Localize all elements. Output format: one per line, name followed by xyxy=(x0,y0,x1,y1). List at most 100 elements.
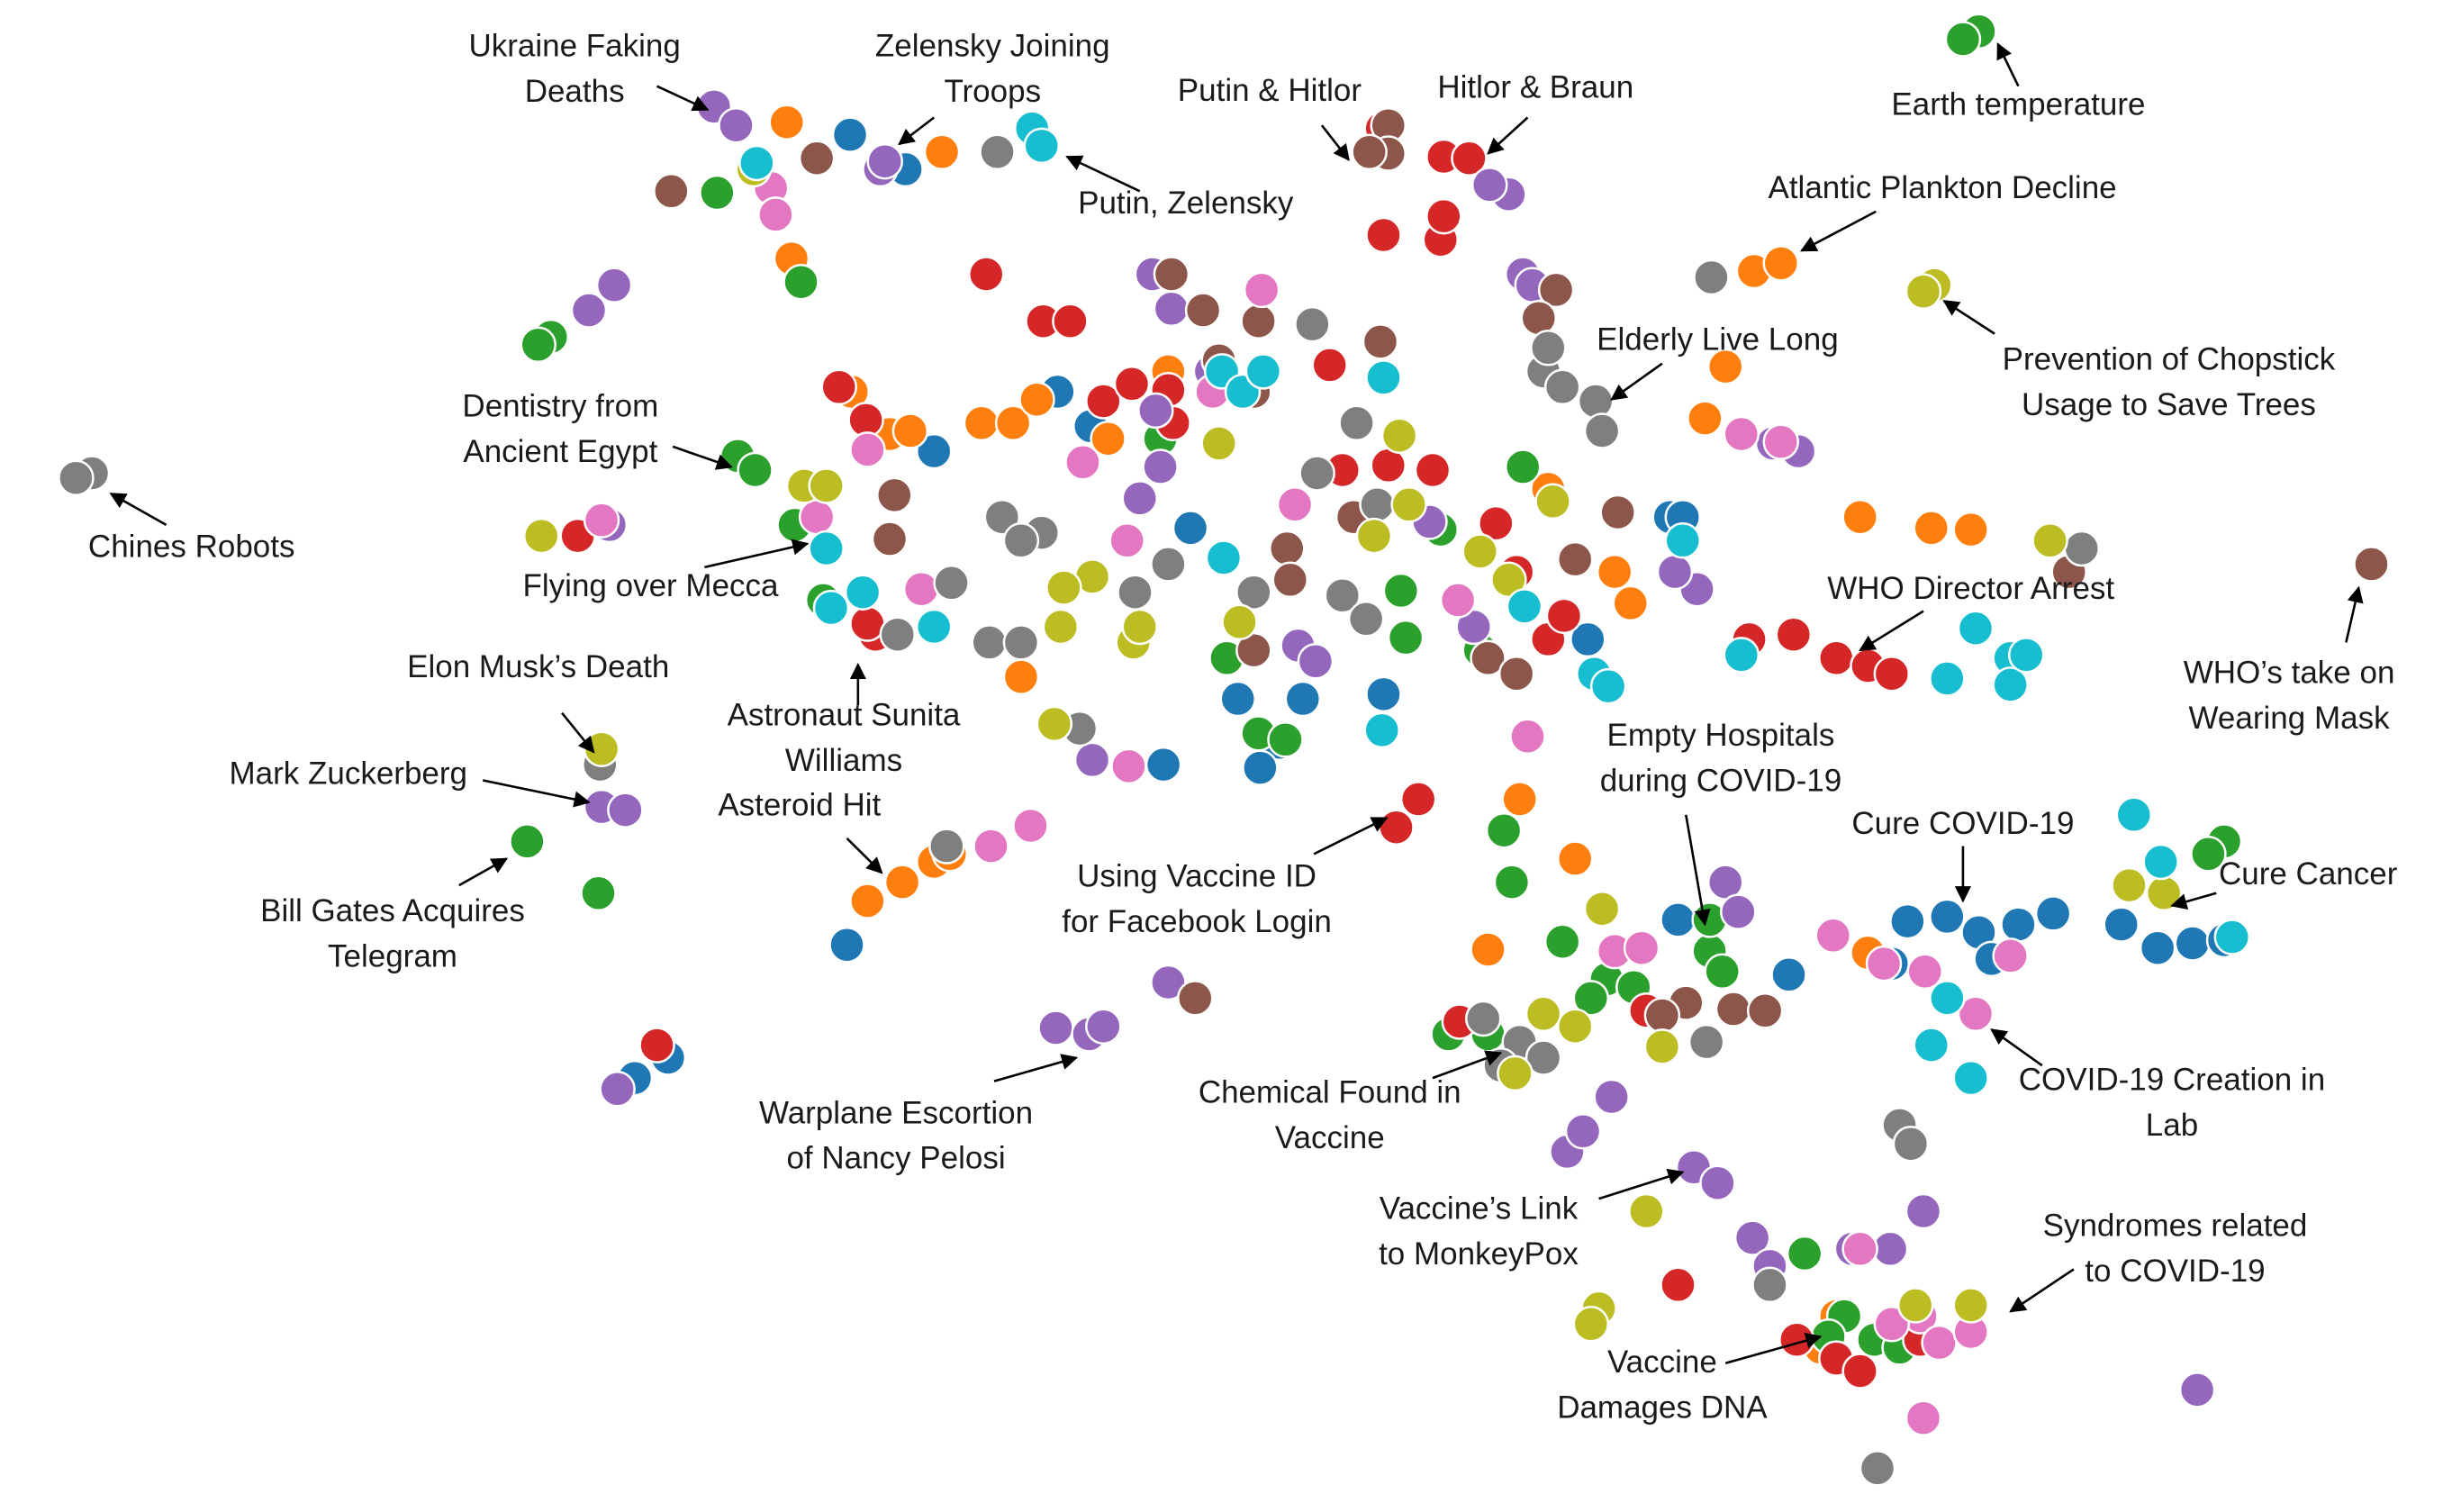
point xyxy=(1905,1399,1942,1436)
annotation-text: to COVID-19 xyxy=(2085,1254,2265,1289)
point xyxy=(1269,530,1306,567)
point xyxy=(1892,1125,1930,1163)
point xyxy=(757,196,794,233)
point xyxy=(1493,864,1531,901)
point xyxy=(583,730,620,767)
point xyxy=(866,142,903,180)
point xyxy=(1715,991,1752,1028)
point xyxy=(1957,995,1995,1033)
point xyxy=(1219,680,1257,718)
annotation-arrow xyxy=(1610,362,1663,401)
point xyxy=(718,106,755,144)
point xyxy=(1150,546,1187,583)
point xyxy=(963,404,1000,442)
annotation-text: Prevention of Chopstick xyxy=(2003,341,2336,376)
point xyxy=(1583,412,1621,449)
point xyxy=(1355,517,1393,555)
annotation-arrow xyxy=(2345,585,2364,643)
point xyxy=(2031,522,2068,559)
point xyxy=(1596,553,1633,591)
annotation-arrow xyxy=(1320,124,1350,161)
point xyxy=(2115,796,2153,834)
point xyxy=(1470,931,1506,968)
annotation-text: Cure COVID-19 xyxy=(1851,806,2074,841)
point xyxy=(1359,486,1396,523)
annotation-arrow xyxy=(1724,1332,1823,1365)
point xyxy=(1687,400,1724,437)
annotation-text: COVID-19 Creation in xyxy=(2019,1063,2325,1098)
point xyxy=(1382,572,1420,610)
point xyxy=(879,616,917,653)
point xyxy=(1572,1306,1610,1343)
annotation-text: Atlantic Plankton Decline xyxy=(1768,170,2116,205)
point xyxy=(737,451,774,489)
point xyxy=(1153,290,1190,328)
point xyxy=(595,267,633,303)
annotation-arrow xyxy=(2009,1268,2075,1313)
point xyxy=(1818,639,1855,677)
annotation-text: Bill Gates Acquires xyxy=(260,893,525,928)
annotation-text: Vaccine’s Link xyxy=(1380,1191,1579,1226)
annotation-arrow xyxy=(1487,116,1529,155)
point xyxy=(1583,890,1621,928)
point xyxy=(1240,303,1277,340)
point xyxy=(1108,522,1145,559)
annotation-text: Putin & Hitlor xyxy=(1178,73,1362,108)
point xyxy=(1929,898,1966,936)
point xyxy=(1952,511,1989,548)
point xyxy=(1042,608,1080,646)
point xyxy=(902,570,940,608)
point xyxy=(1205,539,1243,576)
point xyxy=(2111,866,2148,904)
point xyxy=(1271,561,1309,599)
point xyxy=(1814,917,1852,955)
point xyxy=(509,823,546,860)
point xyxy=(1012,807,1049,845)
annotation-text: Elderly Live Long xyxy=(1597,322,1839,358)
annotation-text: Troops xyxy=(944,74,1041,109)
point xyxy=(828,926,865,964)
annotation-text: for Facebook Login xyxy=(1062,904,1332,939)
point xyxy=(1113,366,1151,403)
point xyxy=(1137,392,1174,430)
annotation-arrow xyxy=(1684,814,1711,927)
annotation-text: Chemical Found in xyxy=(1199,1075,1461,1110)
point xyxy=(1297,643,1335,680)
point xyxy=(1841,1353,1878,1390)
point xyxy=(1543,368,1581,406)
point xyxy=(653,173,690,210)
annotation-arrow xyxy=(846,837,883,874)
point xyxy=(1221,603,1258,641)
point xyxy=(973,828,1009,865)
point xyxy=(1929,980,1966,1017)
point xyxy=(1414,451,1452,489)
point xyxy=(1599,493,1636,531)
annotation-text: Ancient Egypt xyxy=(463,434,657,469)
point xyxy=(768,104,805,140)
annotation-text: Elon Musk’s Death xyxy=(407,649,669,684)
point xyxy=(699,174,736,212)
annotation-arrow xyxy=(109,492,167,527)
annotation-arrow xyxy=(1859,610,1924,652)
annotation-arrow xyxy=(1799,210,1877,252)
point xyxy=(1365,675,1402,713)
point xyxy=(1172,510,1209,547)
point xyxy=(2174,925,2212,962)
point xyxy=(1504,448,1542,485)
annotation-text: to MonkeyPox xyxy=(1379,1236,1579,1272)
point xyxy=(1362,323,1399,360)
point xyxy=(1543,923,1581,960)
point xyxy=(1564,1113,1602,1150)
point xyxy=(1439,582,1477,619)
point xyxy=(1470,639,1506,677)
point xyxy=(1455,608,1492,646)
point xyxy=(1952,1059,1989,1097)
point xyxy=(1656,553,1694,591)
point xyxy=(1628,1192,1665,1230)
annotation-arrow xyxy=(1598,1168,1685,1200)
point xyxy=(831,116,869,153)
point xyxy=(2178,1372,2216,1408)
point xyxy=(1660,901,1696,938)
point xyxy=(570,292,608,329)
